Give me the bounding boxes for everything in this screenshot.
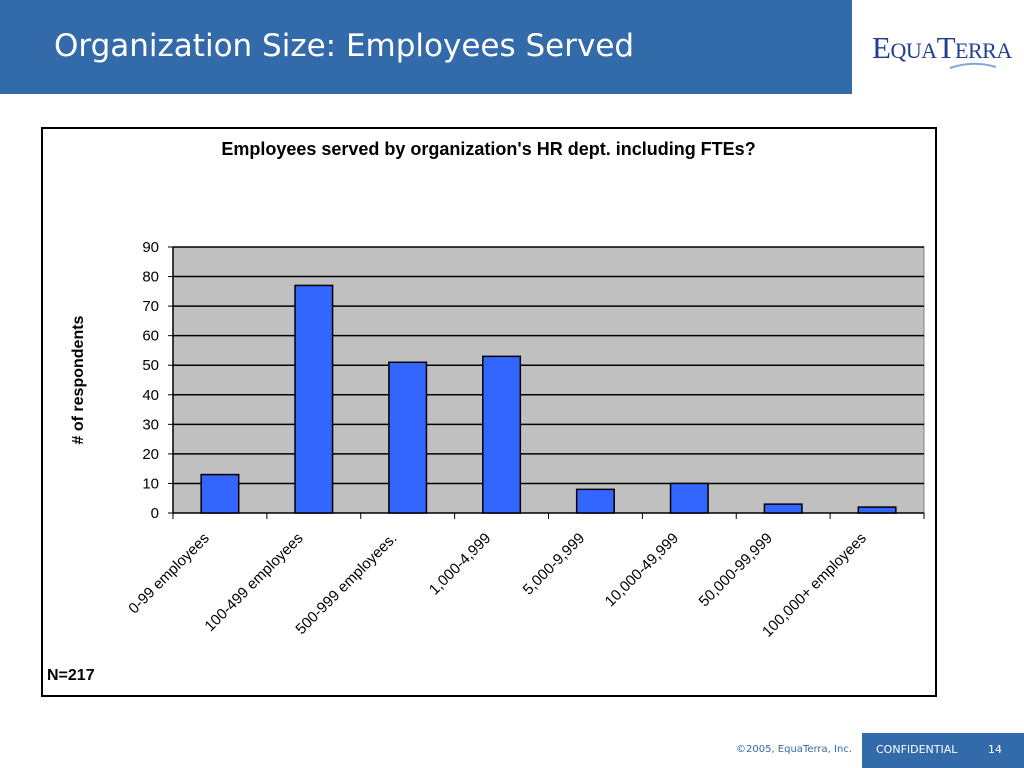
chart-container: Employees served by organization's HR de… <box>41 127 937 697</box>
x-tick-label: 50,000-99,999 <box>696 530 776 610</box>
bar-chart: Employees served by organization's HR de… <box>47 139 925 684</box>
y-tick-label: 20 <box>142 446 159 463</box>
bar-3 <box>388 361 428 514</box>
bar-2 <box>294 284 334 514</box>
logo-swoosh-icon <box>949 62 997 69</box>
x-tick-label: 1,000-4,999 <box>426 530 495 599</box>
y-tick-label: 40 <box>142 387 159 404</box>
y-axis-label: # of respondents <box>70 315 87 444</box>
logo-letters-erra: ERRA <box>955 38 1012 63</box>
chart-title: Employees served by organization's HR de… <box>221 139 755 159</box>
bar-4 <box>482 355 522 514</box>
x-tick-label: 0-99 employees <box>125 530 212 617</box>
slide-header <box>0 0 852 94</box>
logo-letter-e: E <box>872 30 891 65</box>
footer-page-number: 14 <box>988 743 1002 756</box>
y-tick-label: 0 <box>151 505 159 522</box>
x-tick-label: 10,000-49,999 <box>602 530 682 610</box>
bar-1 <box>200 473 240 514</box>
y-tick-label: 30 <box>142 416 159 433</box>
y-tick-label: 80 <box>142 269 159 286</box>
slide-title: Organization Size: Employees Served <box>54 28 635 64</box>
footer-bar <box>862 733 1024 768</box>
bar-7 <box>763 503 803 514</box>
sample-size-annotation: N=217 <box>47 667 95 684</box>
y-tick-label: 10 <box>142 475 159 492</box>
bar-6 <box>669 482 709 514</box>
y-tick-label: 50 <box>142 357 159 374</box>
bar-8 <box>857 506 897 514</box>
x-tick-label: 100,000+ employees <box>759 530 870 641</box>
bar-5 <box>575 488 615 514</box>
logo-letters-qua: QUA <box>890 38 937 63</box>
logo-letter-t: T <box>936 30 956 65</box>
equaterra-logo: EQUATERRA <box>872 30 1012 70</box>
footer-copyright: ©2005, EquaTerra, Inc. <box>736 744 852 755</box>
x-tick-label: 100-499 employees <box>201 530 306 635</box>
x-tick-label: 500-999 employees. <box>292 530 400 638</box>
y-tick-label: 60 <box>142 328 159 345</box>
footer-confidential: CONFIDENTIAL <box>876 743 958 756</box>
y-tick-label: 90 <box>142 239 159 256</box>
y-tick-label: 70 <box>142 298 159 315</box>
plot-area <box>172 246 925 514</box>
x-tick-label: 5,000-9,999 <box>520 530 589 599</box>
